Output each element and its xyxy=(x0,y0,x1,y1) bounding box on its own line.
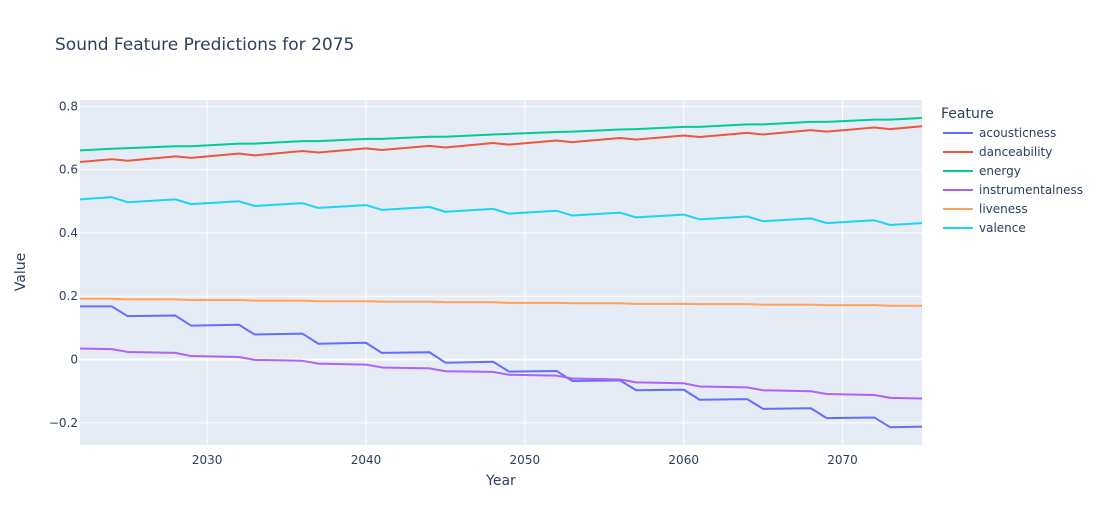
series-line-acousticness xyxy=(80,305,923,429)
y-tick-label: −0.2 xyxy=(49,416,78,430)
legend-item-danceability[interactable]: danceability xyxy=(979,145,1052,159)
legend-item-instrumentalness[interactable]: instrumentalness xyxy=(979,183,1083,197)
series-lines xyxy=(79,117,923,429)
x-axis-ticks: 2030 2040 2050 2060 2070 xyxy=(192,453,858,467)
chart-title: Sound Feature Predictions for 2075 xyxy=(55,35,354,55)
legend-item-acousticness[interactable]: acousticness xyxy=(979,126,1056,140)
y-tick-label: 0.2 xyxy=(59,289,78,303)
series-line-instrumentalness xyxy=(79,347,923,400)
x-tick-label: 2060 xyxy=(668,453,699,467)
x-tick-label: 2050 xyxy=(510,453,541,467)
legend-item-liveness[interactable]: liveness xyxy=(979,202,1028,216)
plot-area xyxy=(80,100,922,445)
x-tick-label: 2070 xyxy=(827,453,858,467)
legend: Feature acousticness danceability energy in… xyxy=(941,106,1083,235)
legend-item-energy[interactable]: energy xyxy=(979,164,1021,178)
x-tick-label: 2040 xyxy=(351,453,382,467)
legend-title: Feature xyxy=(941,106,994,122)
y-axis-title: Value xyxy=(13,253,29,291)
series-line-valence xyxy=(79,196,923,227)
gridlines xyxy=(80,100,922,445)
x-tick-label: 2030 xyxy=(192,453,223,467)
series-line-liveness xyxy=(80,297,922,307)
y-tick-label: 0.4 xyxy=(59,226,78,240)
y-tick-label: 0 xyxy=(70,353,78,367)
y-tick-label: 0.8 xyxy=(59,99,78,113)
series-line-energy xyxy=(79,117,923,152)
legend-item-valence[interactable]: valence xyxy=(979,221,1026,235)
y-tick-label: 0.6 xyxy=(59,163,78,177)
x-axis-title: Year xyxy=(485,473,516,489)
y-axis-ticks: −0.2 0 0.2 0.4 0.6 0.8 xyxy=(49,99,78,430)
series-line-danceability xyxy=(79,125,923,164)
